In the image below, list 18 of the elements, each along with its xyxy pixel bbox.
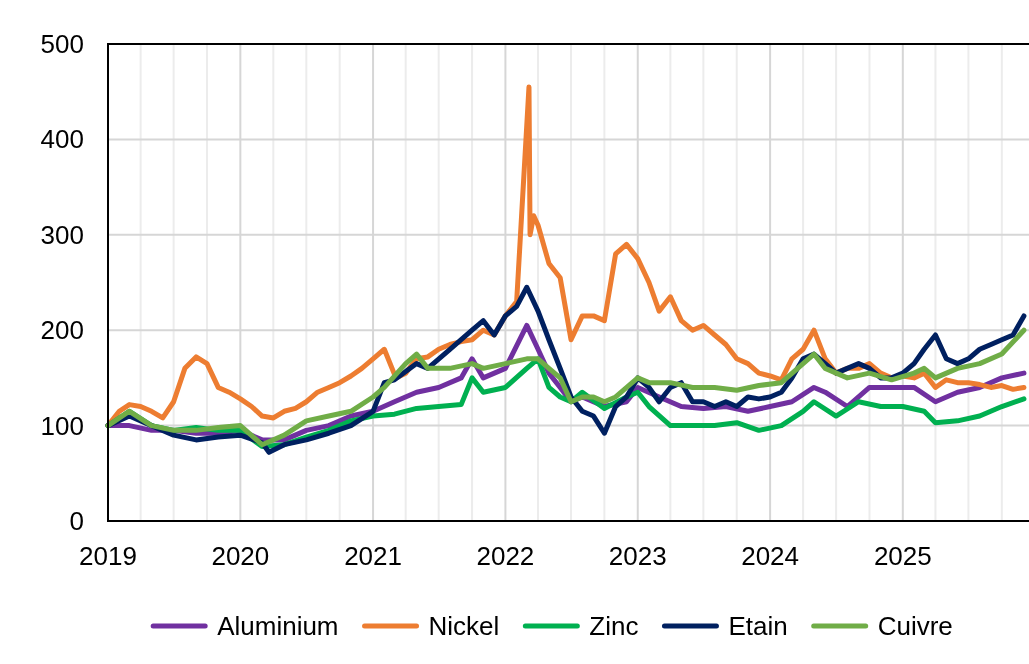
legend-label: Nickel <box>428 611 500 641</box>
x-tick-label: 2024 <box>741 541 800 571</box>
x-tick-label: 2020 <box>211 541 270 571</box>
legend-label: Cuivre <box>877 611 953 641</box>
y-tick-label: 200 <box>40 315 84 346</box>
y-tick-label: 0 <box>69 506 84 536</box>
y-tick-label: 100 <box>40 410 84 441</box>
x-tick-label: 2021 <box>344 541 402 571</box>
legend-label: Etain <box>728 611 788 641</box>
y-tick-label: 300 <box>40 219 84 250</box>
y-tick-label: 400 <box>40 124 84 155</box>
x-tick-label: 2023 <box>608 541 667 571</box>
legend-label: Aluminium <box>217 611 339 641</box>
x-tick-label: 2022 <box>476 541 535 571</box>
y-tick-label: 500 <box>40 29 84 59</box>
legend-label: Zinc <box>589 611 639 641</box>
x-tick-label: 2019 <box>79 541 137 571</box>
x-tick-label: 2025 <box>873 541 932 571</box>
